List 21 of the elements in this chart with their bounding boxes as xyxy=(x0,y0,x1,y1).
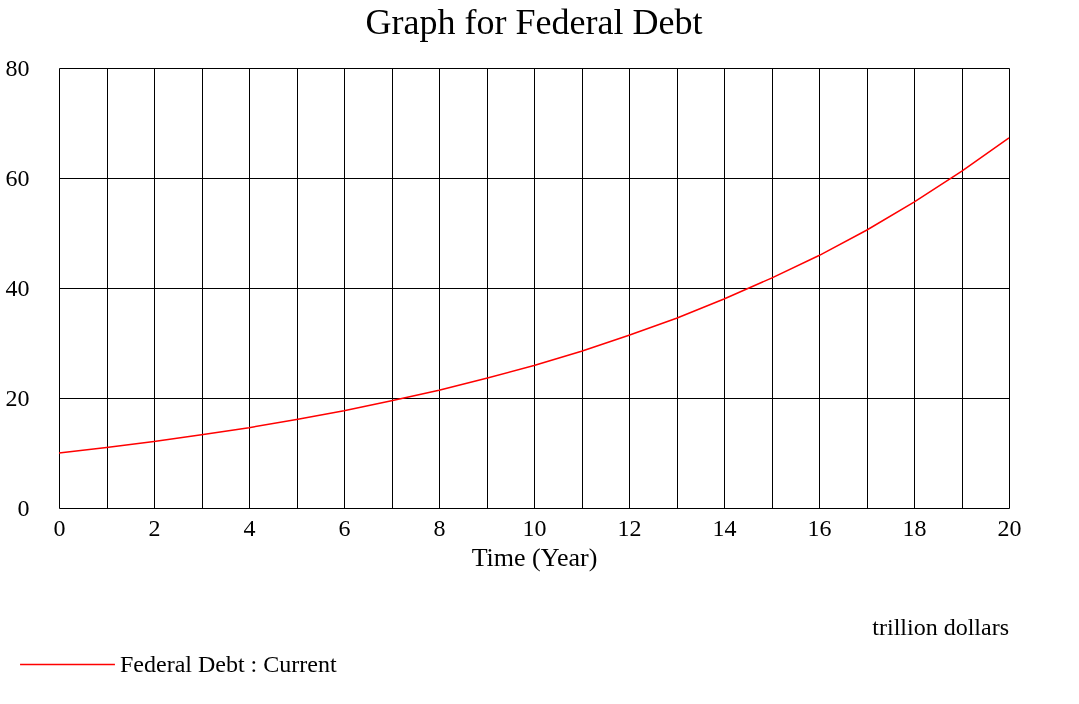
y-tick-label: 60 xyxy=(5,164,30,191)
x-tick-label: 2 xyxy=(148,514,161,541)
text: trillion dollars xyxy=(872,614,1009,640)
x-tick-label: 14 xyxy=(712,514,737,541)
x-tick-label: 0 xyxy=(53,514,66,541)
x-tick-label: 12 xyxy=(617,514,642,541)
y-tick-label: 80 xyxy=(5,54,30,81)
x-tick-label: 4 xyxy=(243,514,256,541)
x-tick-label: 18 xyxy=(902,514,927,541)
x-axis-title: Time (Year) xyxy=(471,542,598,572)
x-tick-label: 8 xyxy=(433,514,446,541)
y-tick-label: 0 xyxy=(17,494,30,521)
x-tick-label: 10 xyxy=(522,514,547,541)
x-tick-label: 20 xyxy=(997,514,1022,541)
y-tick-label: 20 xyxy=(5,384,30,411)
legend-label: Federal Debt : Current xyxy=(120,650,337,677)
y-tick-label: 40 xyxy=(5,274,30,301)
chart-title: Graph for Federal Debt xyxy=(365,2,703,42)
x-tick-label: 16 xyxy=(807,514,832,541)
line-series xyxy=(58,137,1010,454)
x-tick-label: 6 xyxy=(338,514,351,541)
